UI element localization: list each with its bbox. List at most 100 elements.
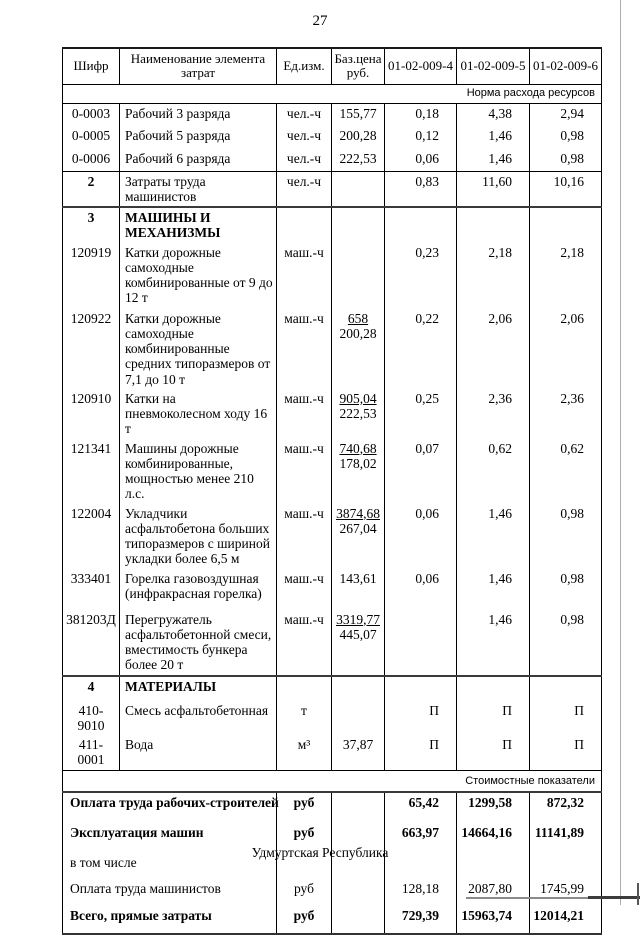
row-value: П [529, 735, 602, 770]
summary-name: Оплата труда машинистов [70, 881, 221, 896]
row-code: 410-9010 [77, 702, 105, 733]
row-base-price-fraction: 905,04 222,53 [331, 388, 385, 439]
row-unit: чел.-ч [276, 126, 332, 149]
row-value [384, 206, 457, 243]
row-code: 333401 [70, 570, 112, 586]
column-header-norm-1: 01-02-009-4 [384, 48, 457, 85]
row-base-price [331, 674, 385, 701]
row-value [384, 609, 457, 676]
column-header-base-price: Баз.цена руб. [331, 48, 385, 85]
row-value: 0,06 [384, 149, 457, 171]
summary-value: 12014,21 [529, 906, 602, 934]
row-code: 411-0001 [77, 737, 105, 768]
row-unit [276, 674, 332, 701]
scan-artifact-line [588, 896, 640, 899]
row-base-price: 37,87 [331, 735, 385, 770]
row-value: П [529, 700, 602, 735]
row-name: Затраты труда машинистов [119, 170, 277, 207]
row-value: П [384, 700, 457, 735]
section-title: МАШИНЫ И МЕХАНИЗМЫ [119, 206, 277, 243]
summary-value: 2087,80 [456, 879, 530, 906]
summary-value [384, 853, 457, 879]
summary-base-price [331, 879, 385, 906]
row-base-price [331, 206, 385, 243]
summary-value [529, 853, 602, 879]
summary-unit: руб [276, 906, 332, 934]
price-denominator: 222,53 [339, 406, 377, 421]
row-unit: чел.-ч [276, 149, 332, 171]
row-value: 0,98 [529, 609, 602, 676]
summary-name: Оплата труда рабочих-строителей [62, 791, 279, 823]
price-numerator: 905,04 [339, 390, 377, 406]
summary-row: в том числе [63, 853, 602, 879]
row-value: 10,16 [529, 170, 602, 207]
row-value: 2,36 [456, 388, 530, 439]
row-name: Катки дорожные самоходные комбинированны… [119, 308, 277, 389]
row-name: Рабочий 3 разряда [119, 102, 277, 126]
cost-estimate-table: Шифр Наименование элемента затрат Ед.изм… [62, 47, 602, 935]
summary-name: в том числе [70, 855, 137, 870]
row-base-price [331, 700, 385, 735]
row-name: Катки дорожные самоходные комбинированны… [119, 242, 277, 309]
table-row: 121341 Машины дорожные комбинированные, … [63, 438, 602, 504]
row-code: 3 [62, 206, 120, 243]
row-code: 120910 [70, 390, 112, 406]
table-row: 120910 Катки на пневмоколесном ходу 16 т… [63, 388, 602, 439]
row-value: 2,94 [529, 102, 602, 126]
table-row: 410-9010 Смесь асфальтобетонная т П П П [63, 700, 602, 735]
row-name: Горелка газовоздушная (инфракрасная горе… [119, 568, 277, 610]
row-value [529, 674, 602, 701]
summary-value: 663,97 [384, 823, 457, 853]
row-base-price: 200,28 [331, 126, 385, 149]
row-value: 2,18 [456, 242, 530, 309]
table-row: 122004 Укладчики асфальтобетона больших … [63, 503, 602, 569]
row-base-price: 143,61 [331, 568, 385, 610]
row-value: 0,98 [529, 568, 602, 610]
row-value: 0,98 [529, 126, 602, 149]
row-code: 0-0005 [71, 128, 111, 143]
row-unit: чел.-ч [276, 102, 332, 126]
table-row: 381203Д Перегружатель асфальтобетонной с… [63, 609, 602, 676]
summary-row: Оплата труда машинистов руб 128,18 2087,… [63, 879, 602, 906]
page-number: 27 [312, 13, 328, 29]
row-value: 1,46 [456, 609, 530, 676]
row-value [456, 206, 530, 243]
summary-value: 729,39 [384, 906, 457, 934]
summary-base-price [331, 823, 385, 853]
row-base-price: 222,53 [331, 149, 385, 171]
row-code: 120919 [70, 244, 112, 260]
price-numerator: 740,68 [339, 440, 377, 456]
price-numerator: 658 [347, 310, 369, 326]
row-unit: маш.-ч [276, 438, 332, 504]
price-denominator: 200,28 [339, 325, 377, 341]
table-row: 0-0003 Рабочий 3 разряда чел.-ч 155,77 0… [62, 102, 602, 126]
cost-section-row: Стоимостные показатели [62, 769, 602, 792]
footer-region-label: Удмуртская Республика [251, 845, 389, 860]
summary-name: Эксплуатация машин [70, 825, 204, 840]
header-row: Шифр Наименование элемента затрат Ед.изм… [62, 48, 602, 85]
row-value: П [456, 735, 530, 770]
row-value: 2,06 [529, 308, 602, 389]
row-value: 1,46 [456, 149, 530, 171]
row-name: Катки на пневмоколесном ходу 16 т [119, 388, 277, 439]
row-name: Машины дорожные комбинированные, мощност… [119, 438, 277, 504]
row-value: 11,60 [456, 170, 530, 207]
summary-unit: руб [276, 791, 332, 823]
cost-section-label: Стоимостные показатели [62, 769, 602, 792]
column-header-norm-2: 01-02-009-5 [456, 48, 530, 85]
summary-value: 1745,99 [529, 879, 602, 906]
row-value: 4,38 [456, 102, 530, 126]
row-value [384, 674, 457, 701]
row-unit: чел.-ч [276, 170, 332, 207]
summary-unit: руб [276, 823, 332, 853]
row-code: 122004 [70, 505, 112, 521]
section-header-row: 4 МАТЕРИАЛЫ [62, 674, 602, 701]
row-value: 0,25 [384, 388, 457, 439]
row-value: 0,18 [384, 102, 457, 126]
summary-base-price [331, 791, 385, 823]
section-title: МАТЕРИАЛЫ [119, 674, 277, 701]
summary-value: 872,32 [529, 791, 602, 823]
row-base-price-fraction: 740,68 178,02 [331, 438, 385, 504]
row-base-price: 155,77 [331, 102, 385, 126]
price-denominator: 178,02 [339, 455, 377, 471]
